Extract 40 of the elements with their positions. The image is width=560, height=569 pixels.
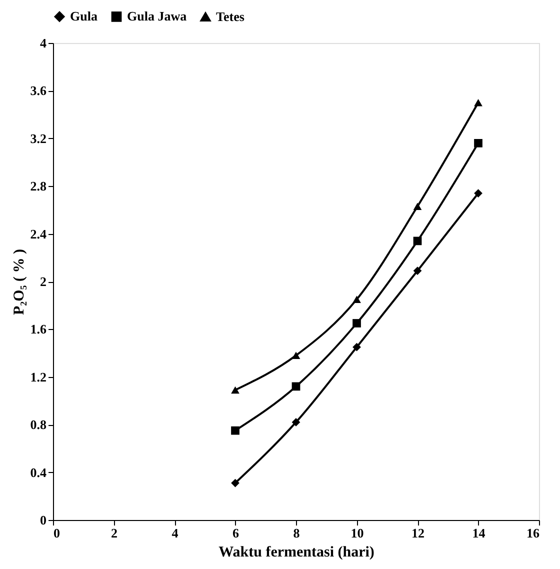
legend-label: Tetes [216, 8, 244, 24]
point [413, 202, 422, 210]
point [352, 296, 361, 304]
x-tick-label: 2 [111, 526, 118, 540]
x-tick-label: 0 [54, 526, 60, 540]
y-tick-label: 2.8 [30, 178, 47, 194]
x-tick-label: 8 [293, 526, 300, 540]
y-tick-label: 2 [40, 274, 46, 289]
point [292, 418, 300, 426]
point [474, 138, 482, 148]
point [474, 189, 482, 198]
y-tick-label: 1.6 [30, 322, 47, 337]
point [231, 478, 240, 488]
y-tick-label: 1.2 [30, 369, 46, 384]
point [352, 319, 361, 328]
point [231, 426, 240, 435]
y-tick-label: 0.8 [30, 417, 47, 432]
point [413, 266, 422, 275]
point [413, 236, 422, 246]
y-tick-label: 3.2 [30, 130, 46, 146]
x-tick-label: 4 [172, 526, 179, 540]
y-tick-label: 0.4 [30, 464, 47, 480]
x-tick-label: 12 [412, 526, 424, 540]
point [292, 382, 300, 391]
legend-label: Gula [70, 8, 98, 24]
point [474, 99, 482, 106]
x-tick-label: 16 [526, 526, 540, 540]
x-tick-label: 6 [232, 526, 240, 540]
y-tick-label: 0 [40, 512, 46, 528]
y-tick-label: 4 [40, 36, 47, 50]
legend-label: Gula Jawa [127, 8, 188, 24]
y-tick-label: 2.4 [30, 226, 47, 242]
y-tick-label: 3.6 [30, 83, 47, 98]
x-tick-label: 10 [350, 526, 364, 540]
point [352, 342, 361, 352]
x-axis-title: Waktu fermentasi (hari) [218, 544, 374, 560]
point [231, 386, 240, 394]
x-tick-label: 14 [472, 526, 486, 540]
y-axis-title: P₂O₅ ( % ) [11, 248, 28, 316]
point [292, 352, 300, 360]
